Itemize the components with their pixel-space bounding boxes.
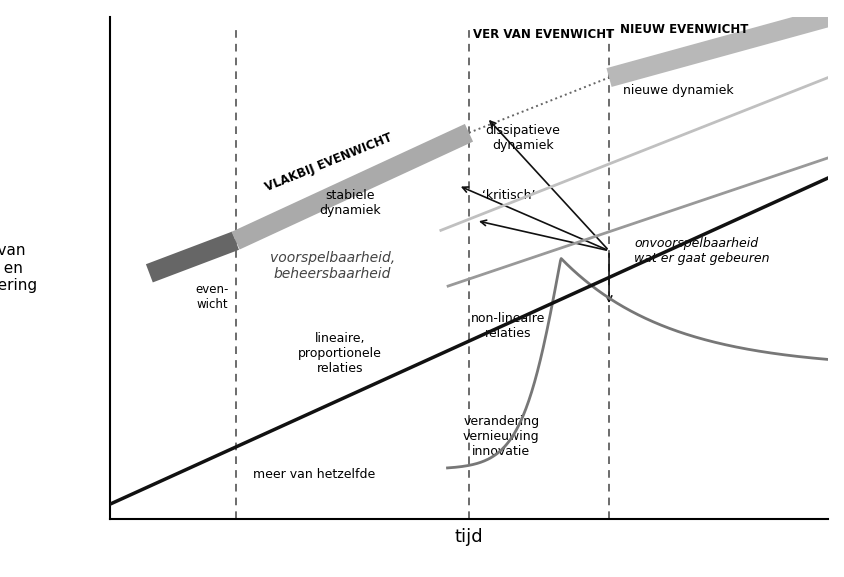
Text: dissipatieve
dynamiek: dissipatieve dynamiek [484, 124, 560, 152]
Text: meer van hetzelfde: meer van hetzelfde [253, 467, 376, 481]
Text: lineaire,
proportionele
relaties: lineaire, proportionele relaties [297, 332, 381, 375]
Text: even-
wicht: even- wicht [195, 283, 228, 312]
X-axis label: tijd: tijd [454, 527, 483, 546]
Y-axis label: aard van
groei en
verandering: aard van groei en verandering [0, 243, 38, 293]
Text: verandering
vernieuwing
innovatie: verandering vernieuwing innovatie [463, 415, 539, 458]
Text: non-lineaire
relaties: non-lineaire relaties [471, 312, 545, 340]
Text: NIEUW EVENWICHT: NIEUW EVENWICHT [619, 23, 747, 36]
Text: nieuwe dynamiek: nieuwe dynamiek [623, 84, 733, 96]
Text: VLAKBIJ EVENWICHT: VLAKBIJ EVENWICHT [263, 132, 394, 194]
Text: onvoorspelbaarheid
wat er gaat gebeuren: onvoorspelbaarheid wat er gaat gebeuren [633, 237, 769, 265]
Text: stabiele
dynamiek: stabiele dynamiek [319, 189, 381, 217]
Text: VER VAN EVENWICHT: VER VAN EVENWICHT [472, 28, 613, 42]
Text: ‘kritisch’: ‘kritisch’ [481, 189, 534, 202]
Text: voorspelbaarheid,
beheersbaarheid: voorspelbaarheid, beheersbaarheid [269, 250, 395, 281]
